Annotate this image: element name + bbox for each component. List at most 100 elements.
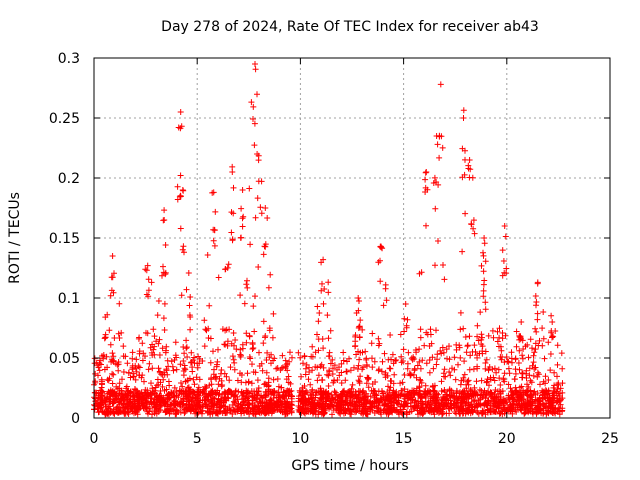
data-point bbox=[252, 369, 259, 376]
data-point bbox=[399, 410, 406, 417]
data-point bbox=[416, 346, 423, 353]
data-point bbox=[116, 300, 123, 307]
data-point bbox=[327, 402, 334, 409]
data-point bbox=[425, 407, 432, 414]
data-point bbox=[496, 403, 503, 409]
data-point bbox=[315, 347, 322, 354]
data-point bbox=[245, 401, 252, 408]
data-point bbox=[553, 399, 560, 406]
data-point bbox=[474, 322, 481, 329]
data-point bbox=[439, 344, 446, 351]
data-point bbox=[140, 395, 147, 402]
data-point bbox=[123, 383, 130, 390]
data-point bbox=[224, 394, 231, 401]
data-point bbox=[355, 348, 361, 355]
data-point bbox=[434, 141, 441, 148]
data-point bbox=[270, 310, 277, 317]
data-point bbox=[245, 389, 251, 396]
data-point bbox=[243, 339, 250, 346]
data-point bbox=[434, 351, 441, 358]
data-point bbox=[541, 355, 548, 362]
data-point bbox=[495, 366, 502, 373]
data-point bbox=[327, 360, 334, 367]
data-point bbox=[397, 331, 404, 338]
data-point bbox=[455, 361, 461, 368]
data-point bbox=[316, 310, 323, 316]
data-point bbox=[210, 348, 216, 355]
data-point bbox=[508, 355, 515, 362]
data-point bbox=[231, 407, 238, 414]
data-point bbox=[183, 337, 190, 344]
data-point bbox=[213, 376, 220, 382]
data-point bbox=[115, 367, 122, 374]
data-point bbox=[174, 196, 181, 203]
data-point bbox=[544, 392, 550, 398]
data-point bbox=[510, 391, 516, 398]
data-point bbox=[287, 406, 293, 413]
data-point bbox=[229, 236, 236, 243]
data-point bbox=[145, 276, 152, 283]
data-point bbox=[535, 371, 542, 378]
data-point bbox=[178, 380, 184, 386]
data-point bbox=[97, 399, 104, 406]
data-point bbox=[231, 366, 238, 373]
data-point bbox=[139, 357, 146, 364]
data-point bbox=[559, 380, 566, 387]
data-point bbox=[542, 373, 549, 380]
data-point bbox=[461, 358, 468, 365]
data-point bbox=[179, 383, 186, 390]
data-point bbox=[224, 338, 231, 345]
data-point bbox=[312, 394, 319, 401]
data-point bbox=[107, 292, 114, 299]
data-point bbox=[196, 376, 203, 383]
data-point bbox=[104, 376, 111, 383]
data-point bbox=[479, 408, 486, 415]
data-point bbox=[211, 395, 218, 402]
data-point bbox=[147, 398, 154, 405]
data-point bbox=[177, 225, 184, 232]
data-point bbox=[232, 337, 239, 343]
data-point bbox=[262, 243, 269, 250]
data-point bbox=[463, 408, 470, 415]
data-point bbox=[251, 405, 257, 412]
data-point bbox=[230, 184, 237, 191]
data-point bbox=[148, 380, 154, 387]
data-point bbox=[135, 397, 142, 404]
data-point bbox=[518, 319, 525, 325]
data-point bbox=[362, 348, 369, 355]
data-point bbox=[109, 253, 116, 259]
data-point bbox=[491, 365, 498, 372]
data-point bbox=[260, 318, 267, 325]
data-point bbox=[446, 386, 453, 393]
data-point bbox=[460, 393, 467, 400]
data-point bbox=[482, 348, 489, 355]
data-point bbox=[262, 380, 269, 387]
data-point bbox=[266, 402, 273, 409]
data-point bbox=[343, 392, 350, 399]
data-point bbox=[254, 195, 261, 202]
data-point bbox=[417, 326, 424, 333]
data-point bbox=[111, 335, 118, 341]
data-point bbox=[122, 401, 129, 408]
data-point bbox=[233, 346, 240, 353]
data-point bbox=[208, 406, 215, 412]
data-point bbox=[369, 364, 376, 371]
data-point bbox=[262, 205, 269, 211]
data-point bbox=[160, 315, 167, 322]
data-point bbox=[512, 387, 519, 394]
data-point bbox=[438, 388, 445, 394]
grid-lines bbox=[94, 58, 610, 418]
data-point bbox=[108, 274, 115, 281]
data-point bbox=[382, 401, 389, 408]
data-point bbox=[483, 356, 490, 363]
data-point bbox=[329, 356, 336, 363]
data-point bbox=[424, 389, 431, 396]
data-point bbox=[454, 388, 460, 395]
data-point bbox=[239, 405, 246, 412]
data-point bbox=[465, 165, 472, 172]
data-point bbox=[440, 410, 446, 417]
data-point bbox=[238, 372, 245, 378]
data-point bbox=[550, 404, 557, 411]
data-point bbox=[282, 357, 289, 364]
data-point bbox=[550, 384, 557, 391]
